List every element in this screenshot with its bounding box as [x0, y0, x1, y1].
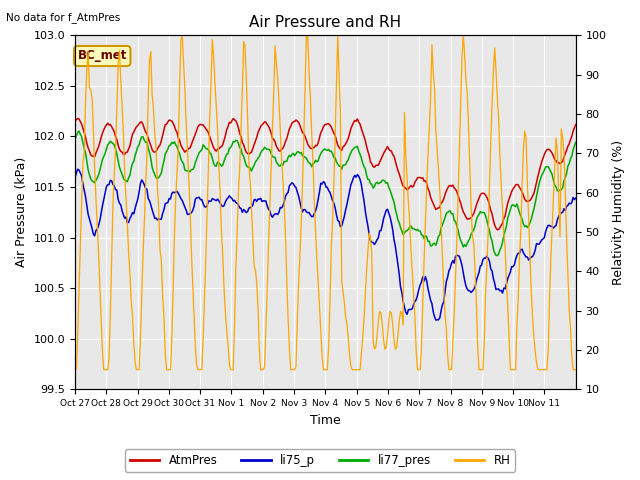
- Title: Air Pressure and RH: Air Pressure and RH: [250, 15, 401, 30]
- Text: No data for f_AtmPres: No data for f_AtmPres: [6, 12, 121, 23]
- Y-axis label: Air Pressure (kPa): Air Pressure (kPa): [15, 157, 28, 267]
- Text: BC_met: BC_met: [77, 49, 127, 62]
- X-axis label: Time: Time: [310, 414, 340, 427]
- Legend: AtmPres, li75_p, li77_pres, RH: AtmPres, li75_p, li77_pres, RH: [125, 449, 515, 472]
- Y-axis label: Relativity Humidity (%): Relativity Humidity (%): [612, 140, 625, 285]
